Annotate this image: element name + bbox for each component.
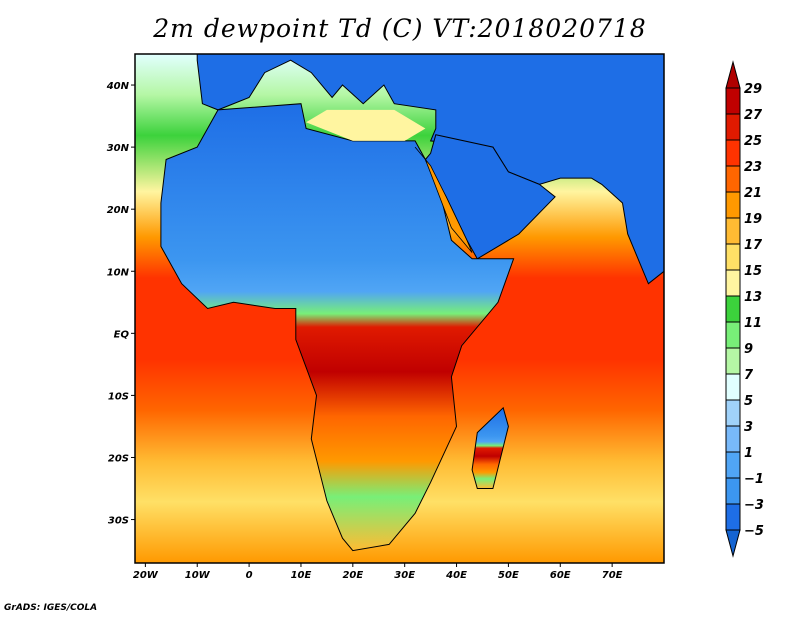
colorbar-swatch [725,191,741,219]
colorbar-label: 7 [744,368,754,383]
colorbar-swatch [725,373,741,401]
x-tick-label: 60E [550,570,571,581]
colorbar-swatch [725,113,741,141]
colorbar-label: 21 [744,186,762,201]
colorbar-label: 11 [744,316,762,331]
x-tick-label: 50E [498,570,519,581]
colorbar-over-triangle [725,60,741,89]
colorbar-swatch [725,217,741,245]
africa-land [160,103,515,552]
colorbar-label: 23 [744,160,762,175]
y-axis: 40N 30N 20N 10N EQ 10S 20S 30S [106,81,135,527]
madagascar-land [471,406,509,489]
colorbar-swatch [725,295,741,323]
colorbar-label: 19 [744,212,762,227]
colorbar-swatch [725,477,741,505]
x-tick-label: 10E [291,570,312,581]
colorbar-swatch [725,87,741,115]
colorbar-label: 13 [744,290,762,305]
colorbar-label: 29 [744,82,762,97]
colorbar-label: 25 [744,134,762,149]
grads-credit: GrADS: IGES/COLA [4,603,98,613]
colorbar-label: 15 [744,264,762,279]
colorbar-label: −3 [744,498,764,513]
y-tick-label: EQ [114,329,130,340]
map-title: 2m dewpoint Td (C) VT:2018020718 [153,14,647,43]
mediterranean-sea [306,109,426,141]
x-tick-label: 30E [394,570,415,581]
colorbar-under-triangle [725,529,741,558]
x-tick-label: 10W [185,570,211,581]
y-tick-label: 30N [107,143,130,154]
y-tick-label: 20S [108,453,129,464]
colorbar-label: 1 [744,446,753,461]
colorbar-swatch [725,165,741,193]
map-frame [134,53,665,564]
colorbar-label: 5 [744,394,753,409]
y-tick-label: 30S [108,516,129,527]
y-tick-label: 40N [106,81,130,92]
colorbar-swatch [725,243,741,271]
colorbar-swatch [725,269,741,297]
red-sea [414,146,473,253]
colorbar: 29 27 25 23 21 19 17 15 13 11 9 7 5 3 1 −1 −3 −5 [725,60,764,558]
land-field [160,54,664,552]
colorbar-label: 3 [744,420,753,435]
colorbar-swatch [725,425,741,453]
y-tick-label: 10N [107,267,130,278]
x-tick-label: 40E [445,570,467,581]
y-tick-label: 20N [107,205,130,216]
x-tick-label: 20W [133,570,159,581]
x-tick-label: 70E [602,570,623,581]
colorbar-label: 27 [744,108,763,123]
colorbar-label: 9 [744,342,753,357]
eurasia-land [196,54,664,285]
x-tick-label: 20E [342,570,363,581]
x-tick-label: 0 [246,570,253,581]
colorbar-swatch [725,503,741,531]
colorbar-label: −5 [744,524,764,539]
x-axis: 20W 10W 0 10E 20E 30E 40E 50E 60E 70E [133,563,623,581]
colorbar-swatch [725,321,741,349]
colorbar-swatch [725,347,741,375]
colorbar-swatch [725,399,741,427]
colorbar-swatch [725,451,741,479]
colorbar-label: 17 [744,238,763,253]
y-tick-label: 10S [108,391,129,402]
colorbar-swatch [725,139,741,167]
colorbar-label: −1 [744,472,764,487]
